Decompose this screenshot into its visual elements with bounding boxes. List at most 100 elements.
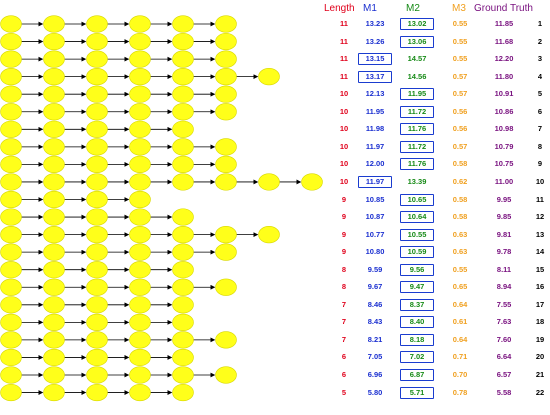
node-circle [172, 173, 194, 191]
node-circle [43, 138, 65, 156]
cell-length: 10 [339, 159, 349, 169]
cell-m1: 10.85 [365, 194, 385, 204]
cell-length: 9 [341, 229, 347, 239]
sequence-row [0, 383, 194, 402]
cell-m2: 10.64 [400, 211, 434, 224]
sequence-row [0, 366, 237, 384]
cell-m2: 14.56 [407, 71, 427, 81]
cell-gt: 9.85 [496, 212, 512, 222]
node-circle [43, 313, 65, 331]
cell-length: 7 [341, 317, 347, 327]
node-circle [172, 296, 194, 314]
sequence-row [0, 243, 237, 261]
node-circle [43, 383, 65, 402]
node-circle [0, 85, 22, 103]
cell-rank: 14 [535, 247, 545, 257]
sequence-row [0, 50, 237, 68]
cell-m1: 11.97 [365, 141, 385, 151]
cell-m2: 9.47 [400, 281, 434, 294]
node-circle [129, 50, 151, 68]
cell-m3: 0.57 [452, 89, 468, 99]
node-circle [215, 173, 237, 191]
cell-length: 6 [341, 352, 347, 362]
node-circle [129, 348, 151, 367]
cell-m3: 0.62 [452, 176, 468, 186]
node-circle [215, 278, 237, 296]
cell-m1: 8.21 [367, 334, 383, 344]
cell-m3: 0.63 [452, 229, 468, 239]
header-ground-truth: Ground Truth [474, 3, 533, 14]
node-circle [0, 366, 22, 384]
cell-m1: 13.23 [365, 19, 385, 28]
node-circle [86, 32, 108, 51]
sequence-row [0, 226, 280, 244]
cell-m2: 11.76 [400, 158, 434, 171]
node-circle [43, 331, 65, 349]
node-circle [172, 120, 194, 138]
node-circle [86, 190, 108, 209]
cell-m2: 13.06 [400, 35, 434, 48]
cell-gt: 9.81 [496, 229, 512, 239]
node-circle [86, 15, 108, 33]
cell-length: 11 [340, 19, 348, 28]
cell-m2: 8.37 [400, 298, 434, 311]
sequence-row [0, 348, 194, 367]
sequence-row [0, 296, 194, 314]
cell-rank: 2 [537, 36, 543, 46]
cell-rank: 13 [535, 229, 545, 239]
cell-m1: 12.13 [365, 89, 385, 99]
cell-gt: 5.58 [496, 387, 512, 397]
node-circle [0, 278, 22, 296]
cell-m2: 11.76 [400, 123, 434, 136]
cell-rank: 8 [537, 141, 543, 151]
cell-m3: 0.64 [452, 299, 468, 309]
header-length: Length [324, 3, 355, 14]
cell-gt: 10.86 [494, 106, 514, 116]
node-circle [0, 173, 22, 191]
cell-rank: 12 [535, 212, 545, 222]
node-circle [258, 226, 280, 244]
cell-m3: 0.58 [452, 194, 468, 204]
node-circle [86, 138, 108, 156]
node-circle [86, 366, 108, 384]
cell-rank: 10 [535, 176, 545, 186]
cell-m2: 14.57 [407, 54, 427, 64]
node-circle [215, 15, 237, 33]
cell-length: 8 [341, 282, 347, 292]
node-circle [215, 243, 237, 261]
node-circle [0, 32, 22, 51]
node-circle [0, 155, 22, 173]
node-circle [129, 173, 151, 191]
cell-m2: 5.71 [400, 386, 434, 399]
node-circle [129, 313, 151, 331]
node-circle [0, 243, 22, 261]
cell-m3: 0.63 [452, 247, 468, 257]
cell-gt: 11.85 [494, 19, 514, 28]
node-circle [215, 331, 237, 349]
cell-rank: 22 [535, 387, 545, 397]
sequence-row [0, 68, 280, 86]
sequence-row [0, 173, 323, 191]
cell-gt: 11.00 [494, 176, 514, 186]
cell-gt: 10.75 [494, 159, 514, 169]
cell-rank: 9 [537, 159, 543, 169]
cell-m3: 0.65 [452, 282, 468, 292]
node-circle [0, 103, 22, 121]
cell-gt: 9.95 [496, 194, 512, 204]
node-circle [86, 103, 108, 121]
cell-m3: 0.57 [452, 141, 468, 151]
node-circle [86, 348, 108, 367]
node-circle [43, 32, 65, 51]
cell-m2: 9.56 [400, 263, 434, 276]
node-circle [129, 226, 151, 244]
header-m2: M2 [406, 3, 420, 14]
node-circle [0, 383, 22, 402]
node-circle [0, 138, 22, 156]
cell-rank: 5 [537, 89, 543, 99]
cell-m2: 10.65 [400, 193, 434, 206]
cell-m2: 11.95 [400, 88, 434, 101]
cell-gt: 10.79 [494, 141, 514, 151]
cell-rank: 7 [537, 124, 543, 134]
cell-m1: 11.95 [365, 106, 385, 116]
cell-gt: 7.63 [496, 317, 512, 327]
